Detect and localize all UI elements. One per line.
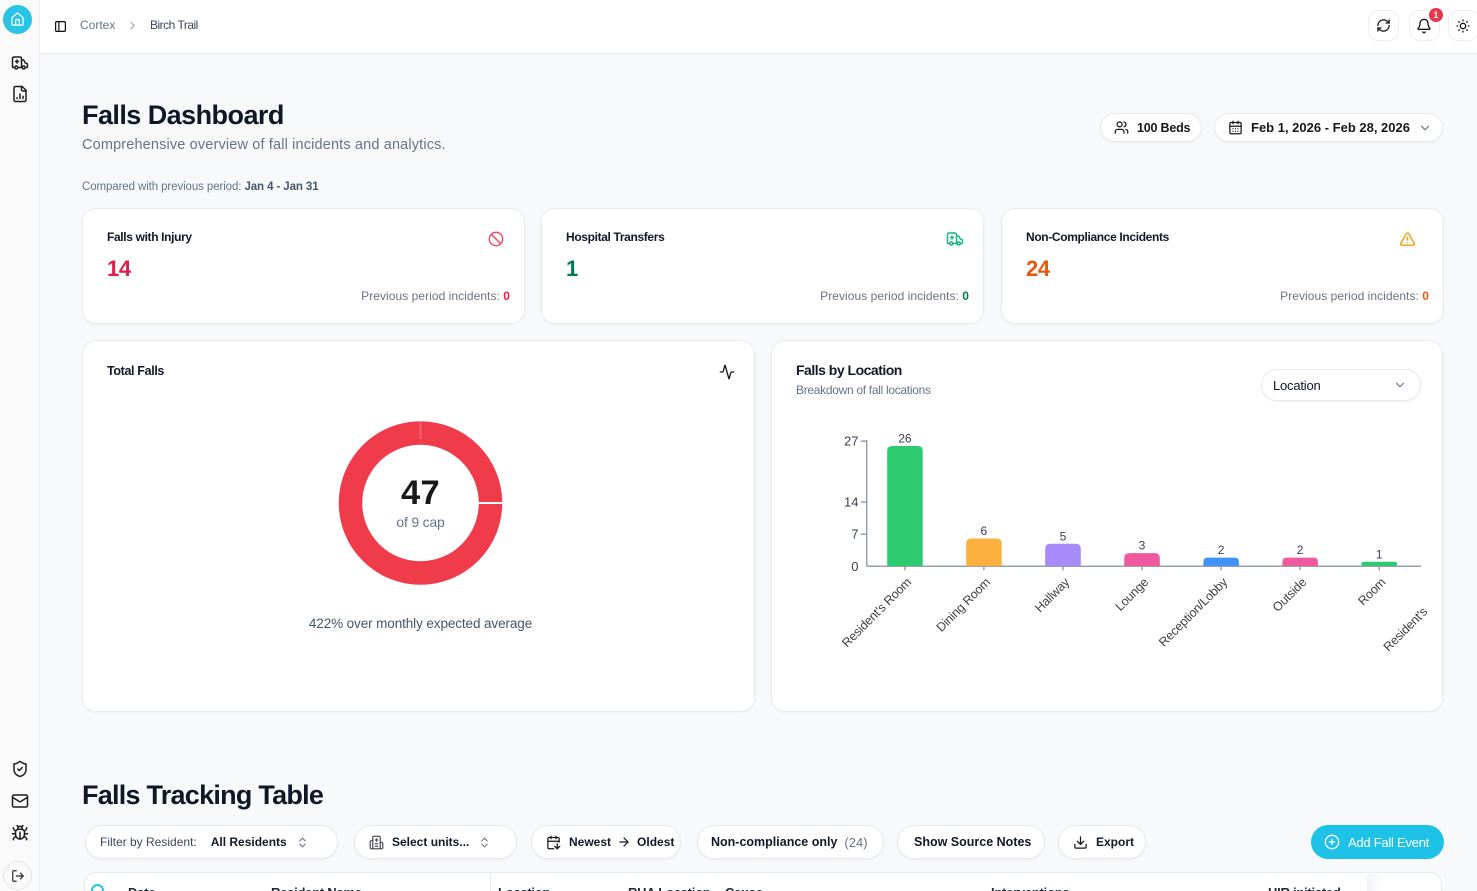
svg-text:1: 1 — [1376, 547, 1383, 561]
svg-text:5: 5 — [1060, 529, 1067, 543]
svg-text:6: 6 — [981, 524, 988, 538]
svg-text:Resident's: Resident's — [1381, 605, 1430, 654]
svg-text:0: 0 — [851, 559, 858, 574]
svg-text:Hallway: Hallway — [1032, 575, 1073, 616]
svg-text:Lounge: Lounge — [1113, 575, 1152, 614]
svg-text:Room: Room — [1355, 575, 1388, 608]
svg-text:Outside: Outside — [1270, 575, 1310, 615]
svg-text:26: 26 — [898, 432, 912, 446]
svg-text:2: 2 — [1297, 543, 1304, 557]
svg-text:2: 2 — [1218, 543, 1225, 557]
svg-text:Reception/Lobby: Reception/Lobby — [1156, 575, 1231, 650]
svg-text:Resident's Room: Resident's Room — [839, 575, 914, 650]
svg-text:Dining Room: Dining Room — [934, 575, 993, 634]
svg-text:3: 3 — [1139, 539, 1146, 553]
svg-text:27: 27 — [844, 434, 858, 449]
svg-text:7: 7 — [851, 527, 858, 542]
svg-text:14: 14 — [844, 495, 858, 510]
